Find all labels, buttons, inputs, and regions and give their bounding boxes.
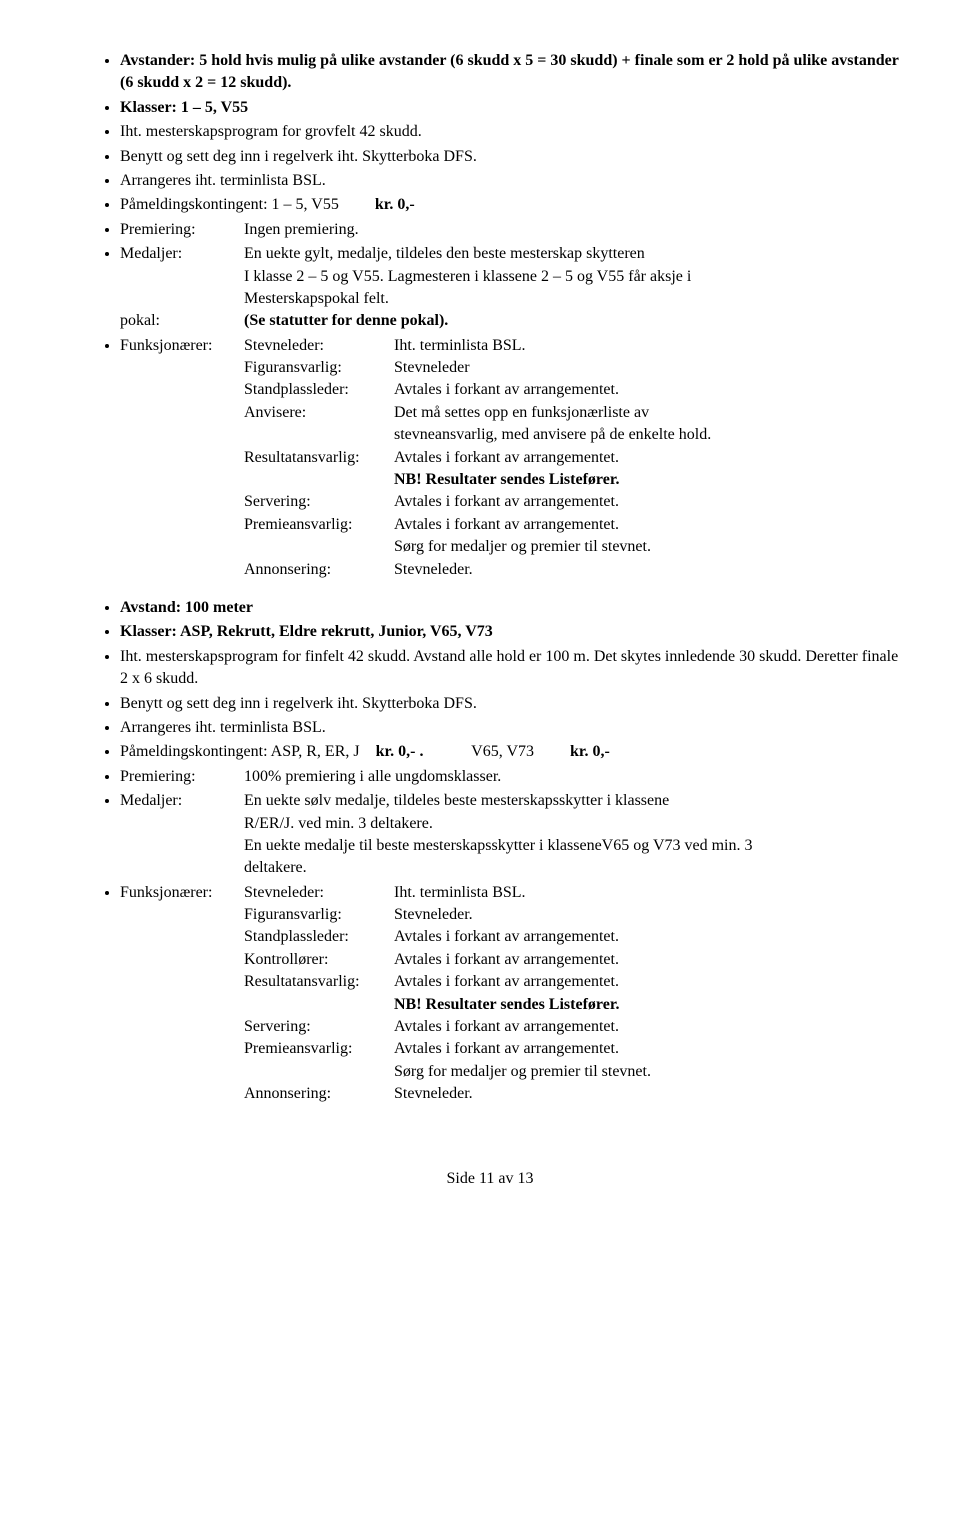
klasser-item: Klasser: 1 – 5, V55 [120,97,900,121]
avstand2-text: Avstand: 100 meter [120,599,253,616]
pameldings2-kr2: kr. 0,- [570,743,610,760]
benytt2-item: Benytt og sett deg inn i regelverk iht. … [120,693,900,717]
annonsering2-v: Stevneleder. [394,1083,900,1105]
arrangeres2-item: Arrangeres iht. terminlista BSL. [120,717,900,741]
arrangeres-item: Arrangeres iht. terminlista BSL. [120,170,900,194]
standplass-v: Avtales i forkant av arrangementet. [394,379,900,401]
pameldings2-item: Påmeldingskontingent: ASP, R, ER, J kr. … [120,741,900,765]
medaljer-label: Medaljer: [120,243,244,265]
premieansvarlig2-k: Premieansvarlig: [244,1038,394,1060]
stevneleder2-k: Stevneleder: [244,882,394,904]
avstander-label: Avstander: [120,52,195,69]
premiering2-label: Premiering: [120,766,244,788]
medaljer-line2: I klasse 2 – 5 og V55. Lagmesteren i kla… [120,266,900,288]
blank [244,469,394,491]
section-2-list: Avstand: 100 meter Klasser: ASP, Rekrutt… [80,597,900,1108]
premiering-label: Premiering: [120,219,244,241]
figuransvarlig2-v: Stevneleder. [394,904,900,926]
resultat2-k: Resultatansvarlig: [244,971,394,993]
stevneleder-k: Stevneleder: [244,335,394,357]
servering-v: Avtales i forkant av arrangementet. [394,491,900,513]
blank [244,994,394,1016]
medaljer-line3: Mesterskapspokal felt. [120,288,900,310]
iht2-text: Iht. mesterskapsprogram for finfelt 42 s… [120,648,898,687]
servering2-k: Servering: [244,1016,394,1038]
section-1-list: Avstander: 5 hold hvis mulig på ulike av… [80,50,900,583]
page-footer: Side 11 av 13 [80,1168,900,1190]
avstand2-item: Avstand: 100 meter [120,597,900,621]
anvisere-k: Anvisere: [244,402,394,424]
funksjon-label: Funksjonærer: [120,335,244,357]
premiering2-text: 100% premiering i alle ungdomsklasser. [244,766,501,788]
annonsering-v: Stevneleder. [394,559,900,581]
annonsering2-k: Annonsering: [244,1083,394,1105]
blank [244,424,394,446]
nb-line: NB! Resultater sendes Listefører. [394,469,900,491]
kontrollorer-k: Kontrollører: [244,949,394,971]
premieansvarlig-v: Avtales i forkant av arrangementet. [394,514,900,536]
kontrollorer-v: Avtales i forkant av arrangementet. [394,949,900,971]
standplass2-k: Standplassleder: [244,926,394,948]
pokal-text: (Se statutter for denne pokal). [244,310,448,332]
benytt2-text: Benytt og sett deg inn i regelverk iht. … [120,695,477,712]
anvisere-v1: Det må settes opp en funksjonærliste av [394,402,900,424]
stevneleder2-v: Iht. terminlista BSL. [394,882,526,904]
resultat-k: Resultatansvarlig: [244,447,394,469]
funksjon2-label: Funksjonærer: [120,882,244,904]
figuransvarlig2-k: Figuransvarlig: [244,904,394,926]
resultat2-v: Avtales i forkant av arrangementet. [394,971,900,993]
medaljer2-line4: deltakere. [120,857,900,879]
annonsering-k: Annonsering: [244,559,394,581]
medaljer2-line1: En uekte sølv medalje, tildeles beste me… [244,790,669,812]
sorg-line: Sørg for medaljer og premier til stevnet… [394,536,900,558]
pameldings2-text2: V65, V73 [471,743,534,760]
funksjonaerer2-item: Funksjonærer: Stevneleder: Iht. terminli… [120,882,900,1108]
figuransvarlig-v: Stevneleder [394,357,900,379]
servering2-v: Avtales i forkant av arrangementet. [394,1016,900,1038]
pameldings2-kr1: kr. 0,- . [376,743,424,760]
premieansvarlig-k: Premieansvarlig: [244,514,394,536]
stevneleder-v: Iht. terminlista BSL. [394,335,526,357]
medaljer-item: Medaljer: En uekte gylt, medalje, tildel… [120,243,900,335]
premiering-item: Premiering: Ingen premiering. [120,219,900,243]
servering-k: Servering: [244,491,394,513]
figuransvarlig-k: Figuransvarlig: [244,357,394,379]
benytt-text: Benytt og sett deg inn i regelverk iht. … [120,148,477,165]
arrangeres-text: Arrangeres iht. terminlista BSL. [120,172,326,189]
pokal-label: pokal: [120,310,244,332]
klasser-label: Klasser: [120,99,177,116]
standplass2-v: Avtales i forkant av arrangementet. [394,926,900,948]
iht-item: Iht. mesterskapsprogram for grovfelt 42 … [120,121,900,145]
sorg2-line: Sørg for medaljer og premier til stevnet… [394,1061,900,1083]
premiering-text: Ingen premiering. [244,219,359,241]
pameldings-text: Påmeldingskontingent: 1 – 5, V55 [120,196,339,213]
medaljer2-item: Medaljer: En uekte sølv medalje, tildele… [120,790,900,882]
medaljer2-label: Medaljer: [120,790,244,812]
pameldings2-text1: Påmeldingskontingent: ASP, R, ER, J [120,743,360,760]
arrangeres2-text: Arrangeres iht. terminlista BSL. [120,719,326,736]
medaljer-line1: En uekte gylt, medalje, tildeles den bes… [244,243,645,265]
anvisere-v2: stevneansvarlig, med anvisere på de enke… [394,424,900,446]
blank [244,1061,394,1083]
standplass-k: Standplassleder: [244,379,394,401]
pameldings-item: Påmeldingskontingent: 1 – 5, V55 kr. 0,- [120,194,900,218]
avstander-text: 5 hold hvis mulig på ulike avstander (6 … [120,52,899,91]
iht2-item: Iht. mesterskapsprogram for finfelt 42 s… [120,646,900,693]
avstander-item: Avstander: 5 hold hvis mulig på ulike av… [120,50,900,97]
klasser2-item: Klasser: ASP, Rekrutt, Eldre rekrutt, Ju… [120,621,900,645]
klasser-text: 1 – 5, V55 [181,99,248,116]
benytt-item: Benytt og sett deg inn i regelverk iht. … [120,146,900,170]
pameldings-kr: kr. 0,- [375,196,415,213]
resultat-v: Avtales i forkant av arrangementet. [394,447,900,469]
iht-text: Iht. mesterskapsprogram for grovfelt 42 … [120,123,422,140]
funksjonaerer-item: Funksjonærer: Stevneleder: Iht. terminli… [120,335,900,583]
blank [244,536,394,558]
medaljer2-line3: En uekte medalje til beste mesterskapssk… [120,835,900,857]
premieansvarlig2-v: Avtales i forkant av arrangementet. [394,1038,900,1060]
medaljer2-line2: R/ER/J. ved min. 3 deltakere. [120,813,900,835]
klasser2-text: Klasser: ASP, Rekrutt, Eldre rekrutt, Ju… [120,623,493,640]
premiering2-item: Premiering: 100% premiering i alle ungdo… [120,766,900,790]
nb2-line: NB! Resultater sendes Listefører. [394,994,900,1016]
